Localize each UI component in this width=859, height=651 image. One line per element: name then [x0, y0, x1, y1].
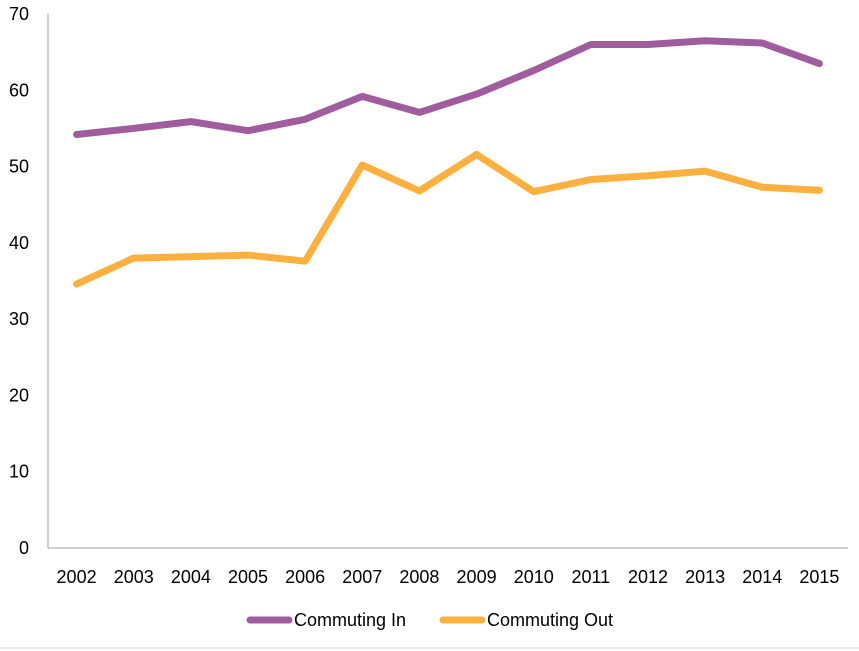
y-tick-label: 30	[9, 309, 29, 329]
y-tick-label: 60	[9, 80, 29, 100]
x-tick-label: 2005	[228, 567, 268, 587]
y-tick-label: 70	[9, 4, 29, 24]
y-tick-label: 50	[9, 157, 29, 177]
x-tick-label: 2010	[514, 567, 554, 587]
x-tick-label: 2004	[171, 567, 211, 587]
x-tick-label: 2008	[399, 567, 439, 587]
x-axis-ticks: 2002 2003 2004 2005 2006 2007 2008 2009 2010 2011…	[57, 567, 840, 587]
x-tick-label: 2007	[342, 567, 382, 587]
x-tick-label: 2015	[799, 567, 839, 587]
legend-label-commuting-out: Commuting Out	[487, 610, 613, 630]
legend-label-commuting-in: Commuting In	[294, 610, 406, 630]
x-tick-label: 2011	[571, 567, 610, 587]
y-tick-label: 0	[19, 538, 29, 558]
x-tick-label: 2012	[628, 567, 668, 587]
series-line-commuting-out	[73, 150, 823, 288]
x-tick-label: 2003	[114, 567, 154, 587]
x-tick-label: 2002	[57, 567, 97, 587]
x-tick-label: 2014	[742, 567, 782, 587]
x-tick-label: 2006	[285, 567, 325, 587]
y-axis-ticks: 0 10 20 30 40 50 60 70	[9, 4, 29, 558]
series-line-commuting-in	[73, 37, 823, 138]
y-tick-label: 40	[9, 233, 29, 253]
series-group	[73, 37, 823, 288]
y-tick-label: 10	[9, 462, 29, 482]
y-tick-label: 20	[9, 385, 29, 405]
legend: Commuting In Commuting Out	[246, 610, 613, 630]
x-tick-label: 2013	[685, 567, 725, 587]
x-tick-label: 2009	[457, 567, 497, 587]
